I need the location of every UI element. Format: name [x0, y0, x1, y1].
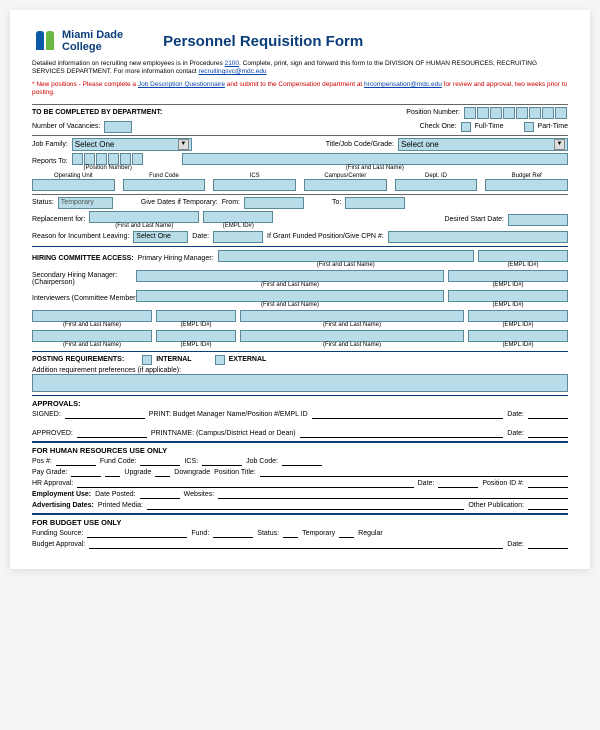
job-family-select[interactable]: Select One▼ [72, 138, 192, 151]
reports-to-posnum[interactable] [72, 153, 144, 165]
external-checkbox[interactable] [215, 355, 225, 365]
operating-unit-input[interactable] [32, 179, 115, 191]
section-dept-label: TO BE COMPLETED BY DEPARTMENT: [32, 109, 162, 116]
interviewer5-emplid[interactable] [468, 330, 568, 342]
ics-input[interactable] [213, 179, 296, 191]
interviewer2-emplid[interactable] [156, 310, 236, 322]
header: Miami DadeCollege Personnel Requisition … [32, 28, 568, 54]
start-date-input[interactable] [508, 214, 568, 226]
primary-mgr-name[interactable] [218, 250, 475, 262]
reason-select[interactable]: Select One [133, 231, 188, 243]
print2-line[interactable] [300, 429, 504, 438]
secondary-mgr-name[interactable] [136, 270, 444, 282]
internal-checkbox[interactable] [142, 355, 152, 365]
contact-link[interactable]: recruitingsvc@mdc.edu [199, 68, 267, 75]
row-dept: TO BE COMPLETED BY DEPARTMENT: Position … [32, 107, 568, 119]
logo-mark [32, 28, 58, 54]
interviewer3-emplid[interactable] [468, 310, 568, 322]
date1-line[interactable] [528, 410, 568, 419]
status-input[interactable]: Temporary [58, 197, 113, 209]
interviewer4-emplid[interactable] [156, 330, 236, 342]
form-title: Personnel Requisition Form [163, 33, 363, 50]
red-notice: * New positions - Please complete a Job … [32, 81, 568, 98]
interviewer3-name[interactable] [240, 310, 464, 322]
interviewer1-name[interactable] [136, 290, 444, 302]
intro-text: Detailed information on recruiting new e… [32, 60, 568, 77]
addreq-input[interactable] [32, 374, 568, 392]
date2-line[interactable] [528, 429, 568, 438]
reports-to-name[interactable] [182, 153, 568, 165]
vacancies-input[interactable] [104, 121, 132, 133]
campus-input[interactable] [304, 179, 387, 191]
interviewer2-name[interactable] [32, 310, 152, 322]
replacement-name[interactable] [89, 211, 199, 223]
to-date-input[interactable] [345, 197, 405, 209]
logo-text: Miami DadeCollege [62, 29, 123, 53]
position-number-input[interactable] [464, 107, 568, 119]
jdq-link[interactable]: Job Description Questionnaire [138, 81, 225, 88]
interviewer5-name[interactable] [240, 330, 464, 342]
hrcomp-link[interactable]: hrcompensation@mdc.edu [364, 81, 442, 88]
org-codes: Operating Unit Fund Code ICS Campus/Cent… [32, 173, 568, 192]
replacement-emplid[interactable] [203, 211, 273, 223]
parttime-checkbox[interactable] [524, 122, 534, 132]
logo: Miami DadeCollege [32, 28, 123, 54]
interviewer4-name[interactable] [32, 330, 152, 342]
primary-mgr-emplid[interactable] [478, 250, 568, 262]
fund-code-input[interactable] [123, 179, 206, 191]
from-date-input[interactable] [244, 197, 304, 209]
deptid-input[interactable] [395, 179, 478, 191]
secondary-mgr-emplid[interactable] [448, 270, 568, 282]
approved-line[interactable] [77, 429, 147, 438]
budgetref-input[interactable] [485, 179, 568, 191]
print1-line[interactable] [312, 410, 504, 419]
title-code-select[interactable]: Select one▼ [398, 138, 568, 151]
procedures-link[interactable]: 2100 [225, 60, 239, 67]
form-page: Miami DadeCollege Personnel Requisition … [10, 10, 590, 569]
cpn-input[interactable] [388, 231, 568, 243]
signed-line[interactable] [65, 410, 145, 419]
reason-date-input[interactable] [213, 231, 263, 243]
fulltime-checkbox[interactable] [461, 122, 471, 132]
interviewer1-emplid[interactable] [448, 290, 568, 302]
